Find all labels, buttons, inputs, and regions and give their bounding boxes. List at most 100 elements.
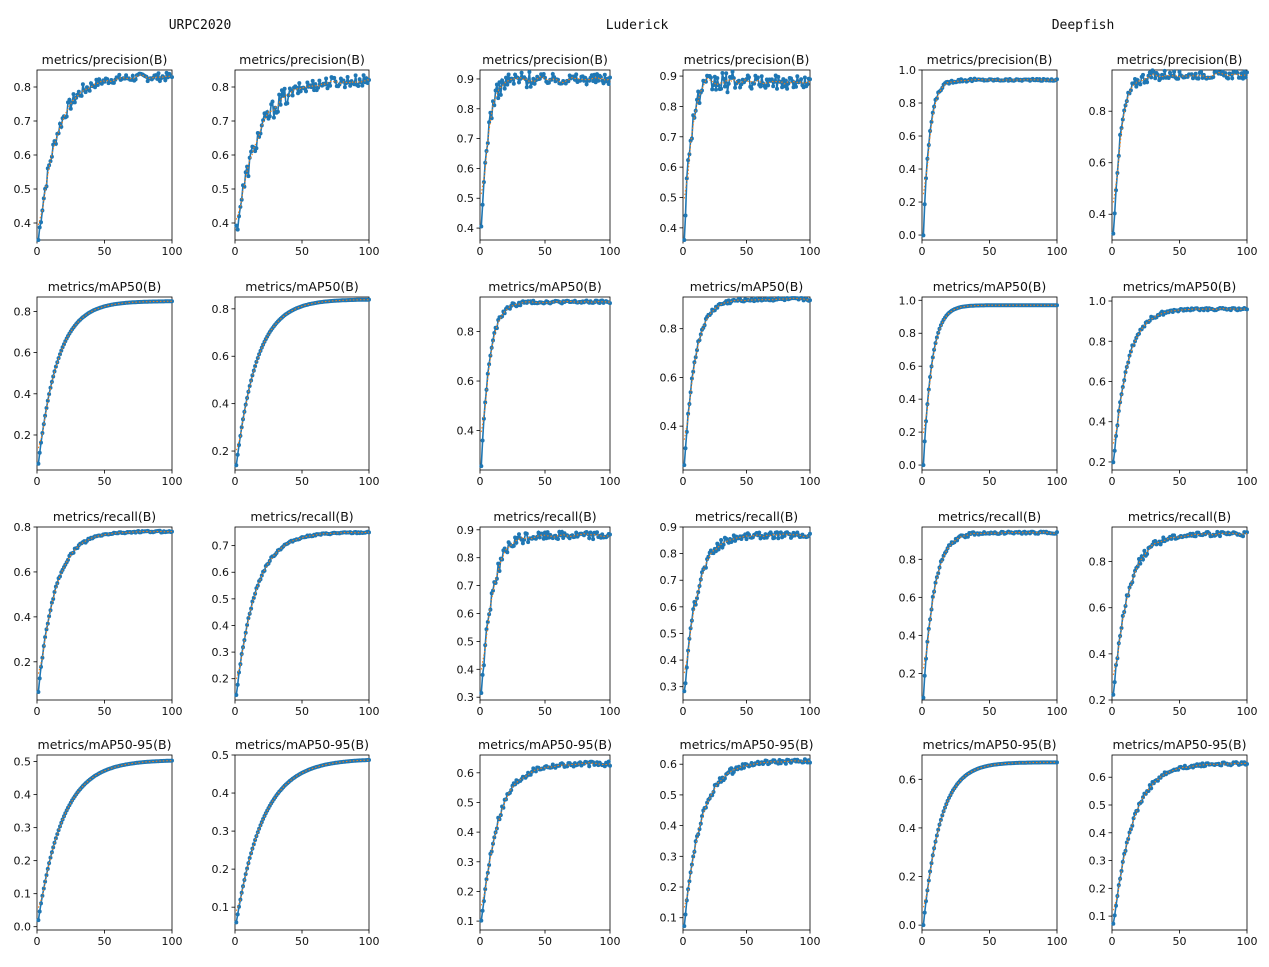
series-line [37,72,173,241]
data-point [1114,903,1118,908]
data-point [940,813,945,818]
x-tick-label: 50 [295,705,309,718]
data-point [1141,72,1145,77]
plot-frame [479,526,611,701]
data-point [926,387,931,392]
data-point [361,73,366,78]
data-point [277,92,282,97]
data-point [1161,535,1166,540]
y-tick-label: 0.4 [899,629,917,642]
plot-frame [234,296,370,471]
data-point [769,77,774,82]
x-tick-label: 0 [1109,935,1116,948]
y-tick-label: 0.8 [899,97,917,110]
data-point [68,106,73,111]
data-point [1141,557,1145,562]
x-tick-label: 50 [740,935,754,948]
data-point [755,75,760,80]
data-point [37,909,42,914]
chart-title: metrics/precision(B) [927,52,1053,67]
data-point [491,588,495,593]
y-tick-label: 0.6 [660,601,678,614]
data-point [574,72,579,77]
smooth-line [683,77,811,199]
data-point [163,78,168,83]
data-point [1126,360,1131,365]
data-point [250,373,255,378]
series-line [922,304,1057,466]
y-tick-label: 0.4 [457,222,475,235]
y-tick-label: 0.7 [660,131,678,144]
data-point [40,893,45,898]
plot-frame [682,526,811,701]
data-point [1135,78,1140,83]
data-point [58,121,62,126]
data-point [696,590,701,595]
chart-16: metrics/recall(B) 0.3 0.4 0.5 0.6 0.7 0.8 0.9 0 5… [660,509,821,718]
data-point [245,866,250,871]
data-point [794,84,798,89]
data-point [500,557,505,562]
data-point [1130,823,1135,828]
data-point [367,758,371,762]
data-point [528,772,533,777]
data-point [511,543,516,548]
data-point [79,93,84,98]
y-tick-label: 0.8 [660,548,678,561]
data-point [360,83,365,88]
data-point [253,591,258,596]
data-point [237,904,241,909]
data-point [683,912,688,917]
series-line [480,759,611,921]
data-point [480,908,485,913]
data-point [1172,69,1177,74]
x-tick-label: 100 [600,475,621,488]
data-point [170,758,174,763]
data-point [687,636,692,641]
data-point [365,81,370,85]
data-point [40,655,45,660]
plot-frame [234,69,370,241]
data-point [1153,539,1158,543]
x-tick-label: 100 [359,935,380,948]
data-point [922,673,927,678]
data-point [687,152,692,157]
x-tick-label: 100 [800,245,821,258]
data-point [1243,75,1248,80]
y-tick-label: 0.2 [1089,456,1107,469]
y-tick-label: 0.8 [1089,335,1107,348]
data-point [517,80,521,85]
data-point [758,84,763,89]
plot-frame [921,526,1058,701]
y-tick-label: 0.3 [1089,855,1107,868]
y-tick-label: 0.3 [14,822,32,835]
data-point [716,83,721,88]
data-point [249,149,254,154]
x-tick-label: 50 [1173,475,1187,488]
x-tick-label: 50 [98,475,112,488]
data-point [480,438,485,443]
data-point [492,835,497,840]
smooth-line [235,759,369,911]
y-tick-label: 0.5 [212,183,230,196]
data-point [719,86,724,91]
chart-12: metrics/mAP50(B) 0.2 0.4 0.6 0.8 1.0 0 50 100 [1089,279,1258,488]
data-point [1118,400,1123,405]
y-tick-label: 0.1 [1089,910,1107,923]
data-point [722,776,727,781]
y-tick-label: 0.4 [1089,827,1107,840]
data-point [325,86,330,91]
data-point [245,164,250,169]
data-point [111,80,116,85]
data-point [480,202,485,207]
data-point [506,72,511,77]
data-point [933,341,938,346]
data-point [924,176,928,181]
y-tick-label: 1.0 [899,294,917,307]
x-tick-label: 50 [538,705,552,718]
y-tick-label: 0.6 [212,149,230,162]
y-tick-label: 0.5 [457,192,475,205]
x-tick-label: 50 [740,475,754,488]
data-point [802,75,807,80]
x-tick-label: 100 [600,705,621,718]
